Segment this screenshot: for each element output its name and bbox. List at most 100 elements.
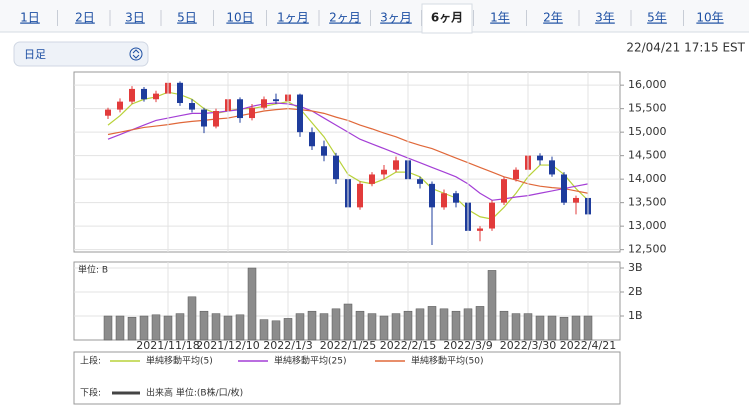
candle-body (477, 228, 483, 231)
legend-label: 上段: (80, 355, 101, 367)
x-tick-label: 2022/3/30 (500, 339, 556, 352)
candle-body (357, 183, 363, 208)
volume-bar (523, 313, 533, 341)
select-icon[interactable] (129, 47, 143, 61)
tab[interactable]: 5年 (647, 11, 667, 25)
select-chevron (132, 49, 140, 59)
candle-body (297, 94, 303, 133)
candle-body (417, 179, 423, 184)
candle-body (105, 109, 111, 116)
x-tick-label: 2022/1/25 (320, 339, 376, 352)
volume-bar (487, 270, 497, 341)
volume-bar (283, 318, 293, 341)
tab[interactable]: 3日 (125, 11, 145, 25)
volume-bar (439, 308, 449, 341)
volume-bar (103, 315, 113, 341)
y-tick-label: 16,000 (628, 78, 667, 91)
volume-bar (583, 315, 593, 341)
tab-active[interactable]: 6ヶ月 (431, 11, 463, 25)
candle-body (501, 179, 507, 203)
tab[interactable]: 1日 (20, 11, 40, 25)
tab[interactable]: 10日 (226, 11, 253, 25)
x-tick-label: 2022/4/21 (560, 339, 616, 352)
x-tick-label: 2021/12/10 (196, 339, 259, 352)
y-tick-label: 1B (628, 309, 643, 322)
y-tick-label: 15,500 (628, 102, 667, 115)
candle-body (513, 169, 519, 180)
tab[interactable]: 2ヶ月 (329, 11, 361, 25)
volume-bar (127, 316, 137, 341)
candle-body (177, 82, 183, 104)
volume-bar (403, 310, 413, 341)
candle-body (333, 155, 339, 180)
legend-label: 下段: (80, 387, 101, 399)
candle-body (453, 193, 459, 203)
candle-body (117, 101, 123, 110)
candle-body (249, 107, 255, 119)
candle-body (213, 111, 219, 127)
volume-bar (223, 315, 233, 341)
y-tick-label: 13,000 (628, 219, 667, 232)
candle-body (153, 93, 159, 100)
tab-bar (0, 0, 749, 32)
volume-bar (463, 308, 473, 341)
volume-bar (415, 308, 425, 341)
tab[interactable]: 3ヶ月 (380, 11, 412, 25)
legend-box (73, 351, 621, 405)
volume-bar (499, 310, 509, 341)
timestamp: 22/04/21 17:15 EST (626, 41, 745, 55)
candle-body (549, 160, 555, 175)
tab[interactable]: 10年 (696, 11, 723, 25)
volume-bar (511, 313, 521, 341)
volume-bar (391, 313, 401, 341)
volume-bar (259, 319, 269, 341)
candle-body (381, 169, 387, 175)
period-select-label[interactable]: 日足 (24, 48, 46, 61)
candle-body (369, 174, 375, 184)
candle-body (489, 202, 495, 229)
tab[interactable]: 1ヶ月 (277, 11, 309, 25)
tab[interactable]: 1年 (490, 11, 510, 25)
volume-bar (547, 315, 557, 341)
tab[interactable]: 3年 (595, 11, 615, 25)
volume-bar (151, 314, 161, 341)
x-tick-label: 2022/2/15 (380, 339, 436, 352)
y-tick-label: 14,500 (628, 149, 667, 162)
period-select[interactable] (13, 41, 149, 67)
volume-bar (115, 315, 125, 341)
volume-bar (307, 310, 317, 341)
volume-bar (475, 306, 485, 341)
candle-body (309, 132, 315, 147)
volume-bar (163, 315, 173, 341)
volume-bar (355, 310, 365, 341)
x-tick-label: 2022/1/3 (263, 339, 312, 352)
legend-entry: 出来高 単位:(B株/口/枚) (146, 387, 243, 399)
candle-body (129, 88, 135, 102)
volume-bar (427, 306, 437, 341)
volume-bar (235, 314, 245, 341)
volume-bar (451, 310, 461, 341)
y-tick-label: 15,000 (628, 125, 667, 138)
volume-bar (559, 316, 569, 341)
candle-body (189, 103, 195, 110)
volume-bar (571, 315, 581, 341)
candle-body (201, 109, 207, 127)
candle-body (273, 99, 279, 102)
tab[interactable]: 5日 (177, 11, 197, 25)
candle-body (573, 197, 579, 203)
candle-body (321, 146, 327, 156)
volume-bar (379, 315, 389, 341)
candle-body (561, 174, 567, 203)
y-tick-label: 2B (628, 285, 643, 298)
y-tick-label: 13,500 (628, 196, 667, 209)
y-tick-label: 14,000 (628, 172, 667, 185)
candle-body (261, 99, 267, 108)
tab[interactable]: 2日 (75, 11, 95, 25)
volume-bar (331, 308, 341, 341)
tab[interactable]: 2年 (543, 11, 563, 25)
volume-bar (139, 315, 149, 341)
volume-bar (199, 310, 209, 341)
volume-bar (271, 320, 281, 341)
volume-bar (295, 313, 305, 341)
